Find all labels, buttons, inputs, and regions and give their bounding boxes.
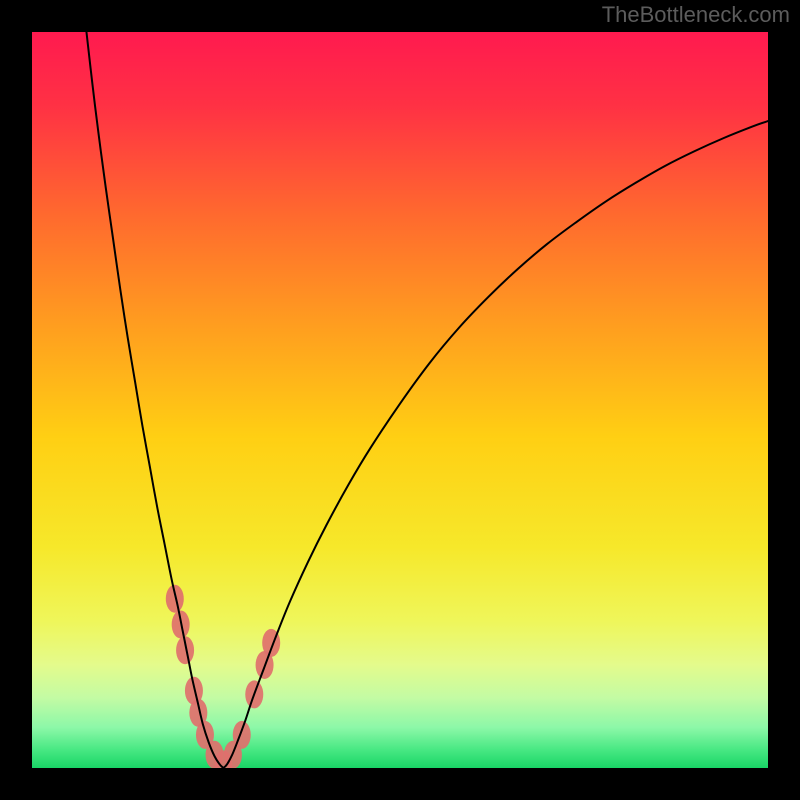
plot-area [32, 32, 768, 768]
gradient-background [32, 32, 768, 768]
chart-frame: TheBottleneck.com [0, 0, 800, 800]
watermark-text: TheBottleneck.com [602, 2, 790, 28]
marker-point [166, 585, 184, 613]
